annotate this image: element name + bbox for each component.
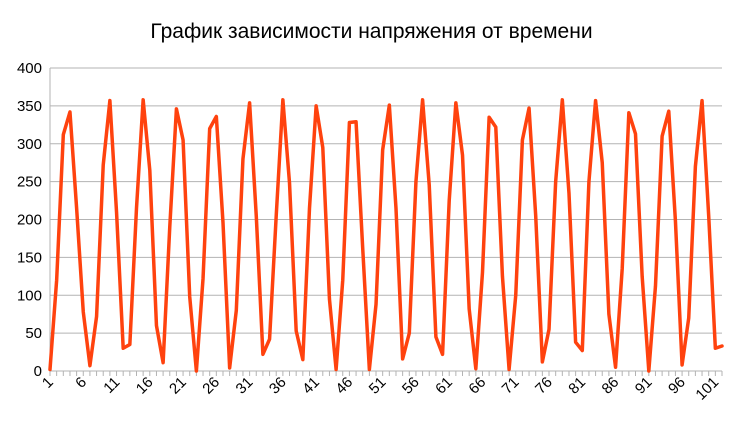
y-tick-label: 350 [17,98,42,115]
y-tick-label: 50 [25,325,42,342]
y-tick-label: 100 [17,287,42,304]
x-tick-label: 6 [72,374,90,392]
x-tick-label: 26 [199,374,223,398]
x-tick-label: 61 [432,374,456,398]
x-tick-label: 56 [399,374,423,398]
x-tick-label: 36 [266,374,290,398]
y-tick-label: 0 [34,363,42,380]
series-line [48,98,724,373]
x-tick-label: 71 [499,374,523,398]
x-tick-label: 46 [332,374,356,398]
y-tick-label: 150 [17,249,42,266]
x-tick-label: 1 [39,374,57,392]
y-tick-label: 200 [17,212,42,229]
x-tick-label: 16 [133,374,157,398]
x-tick-label: 11 [100,374,123,397]
x-tick-label: 51 [366,374,390,398]
x-tick-label: 76 [532,374,556,398]
x-tick-label: 86 [599,374,623,398]
y-tick-label: 400 [17,60,42,77]
y-tick-label: 300 [17,136,42,153]
y-tick-label: 250 [17,174,42,191]
x-tick-label: 96 [665,374,689,398]
x-tick-label: 41 [299,374,323,398]
x-tick-label: 66 [465,374,489,398]
chart-title: График зависимости напряжения от времени [150,20,593,43]
x-tick-label: 21 [166,374,190,398]
x-tick-label: 81 [565,374,589,398]
x-tick-label: 91 [632,374,656,398]
x-tick-label: 101 [692,374,722,404]
x-tick-label: 31 [233,374,257,398]
